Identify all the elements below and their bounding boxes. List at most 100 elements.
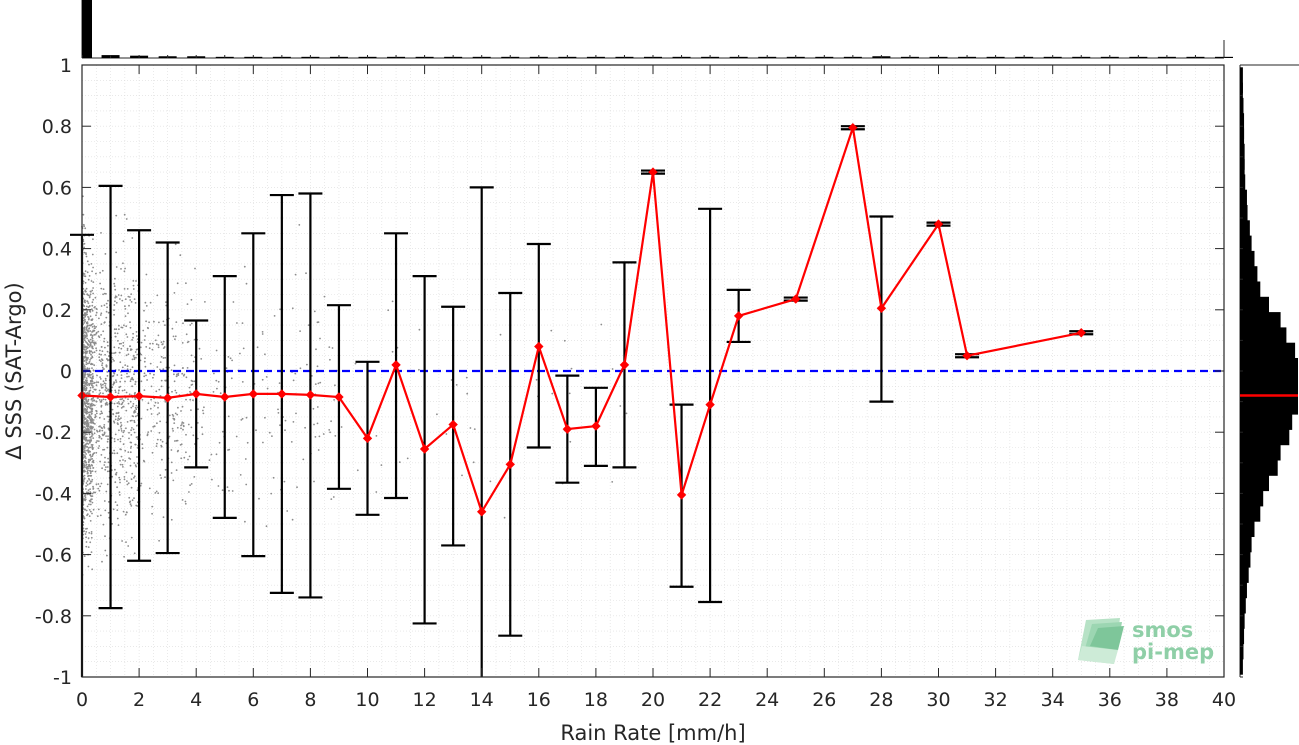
scatter-point [87, 411, 90, 414]
scatter-point [133, 475, 136, 478]
scatter-point [102, 380, 105, 383]
scatter-point [231, 490, 234, 492]
scatter-point [105, 490, 108, 493]
scatter-point [98, 393, 101, 396]
scatter-point [92, 508, 95, 511]
scatter-point [92, 266, 94, 269]
scatter-point [333, 399, 335, 401]
scatter-point [177, 406, 179, 409]
scatter-point [136, 424, 138, 427]
scatter-point [131, 499, 134, 502]
top-histogram-bar [82, 0, 92, 58]
scatter-point [277, 408, 279, 411]
scatter-point [611, 368, 614, 370]
scatter-point [94, 333, 96, 336]
scatter-point [127, 451, 130, 453]
scatter-point [187, 340, 190, 343]
scatter-point [130, 301, 133, 303]
scatter-point [98, 489, 101, 492]
scatter-point [82, 451, 85, 454]
scatter-point [319, 337, 321, 340]
scatter-point [489, 480, 492, 483]
scatter-point [82, 515, 85, 518]
scatter-point [145, 346, 148, 348]
scatter-point [99, 282, 101, 285]
scatter-point [114, 332, 116, 334]
scatter-point [256, 346, 259, 349]
scatter-point [140, 353, 143, 356]
scatter-point [119, 361, 122, 364]
scatter-point [130, 293, 133, 295]
scatter-point [182, 322, 184, 325]
scatter-point [152, 376, 154, 379]
scatter-point [133, 419, 136, 422]
scatter-point [84, 320, 86, 323]
scatter-point [100, 346, 103, 348]
scatter-point [354, 362, 357, 365]
scatter-point [272, 476, 275, 479]
scatter-point [100, 405, 103, 408]
scatter-point [113, 360, 115, 362]
scatter-point [131, 366, 134, 369]
scatter-point [85, 453, 87, 455]
scatter-point [82, 360, 85, 363]
scatter-point [89, 450, 91, 453]
scatter-point [88, 389, 91, 392]
scatter-point [182, 428, 184, 431]
scatter-point [85, 361, 88, 364]
scatter-point [157, 334, 160, 337]
scatter-point [118, 429, 120, 432]
scatter-point [91, 339, 94, 342]
scatter-point [123, 213, 126, 216]
scatter-point [115, 266, 118, 268]
scatter-point [217, 485, 220, 487]
scatter-point [202, 412, 205, 415]
scatter-point [82, 343, 85, 346]
scatter-point [90, 444, 93, 446]
scatter-point [144, 301, 147, 304]
scatter-point [113, 285, 116, 287]
scatter-point [126, 288, 129, 290]
scatter-point [127, 312, 129, 315]
scatter-point [90, 377, 93, 379]
scatter-point [89, 467, 92, 470]
scatter-point [154, 401, 157, 404]
scatter-point [86, 439, 89, 442]
scatter-point [104, 382, 107, 385]
scatter-point [115, 471, 118, 474]
scatter-point [107, 501, 110, 503]
scatter-point [172, 335, 175, 338]
scatter-point [92, 437, 95, 439]
scatter-point [94, 306, 96, 308]
scatter-point [107, 420, 110, 423]
scatter-point [83, 329, 86, 331]
scatter-point [131, 427, 133, 429]
scatter-point [84, 398, 86, 400]
scatter-point [83, 334, 86, 337]
scatter-point [125, 471, 128, 474]
scatter-point [85, 396, 88, 399]
scatter-point [90, 341, 93, 344]
scatter-point [123, 324, 125, 327]
scatter-point [87, 546, 90, 548]
scatter-point [83, 426, 86, 428]
scatter-point [95, 381, 98, 383]
scatter-point [323, 295, 326, 298]
scatter-point [103, 500, 106, 502]
scatter-point [180, 457, 183, 460]
scatter-point [156, 413, 159, 416]
scatter-point [107, 511, 110, 514]
scatter-point [100, 312, 103, 315]
scatter-point [135, 404, 138, 407]
mean-marker [476, 507, 487, 517]
scatter-point [145, 320, 148, 323]
scatter-point [90, 398, 93, 401]
mean-marker [220, 392, 230, 402]
scatter-point [149, 362, 152, 365]
scatter-point [221, 489, 224, 492]
scatter-point [124, 305, 126, 308]
scatter-point [88, 305, 91, 307]
scatter-point [107, 438, 109, 441]
scatter-point [117, 401, 120, 403]
scatter-point [107, 457, 109, 460]
